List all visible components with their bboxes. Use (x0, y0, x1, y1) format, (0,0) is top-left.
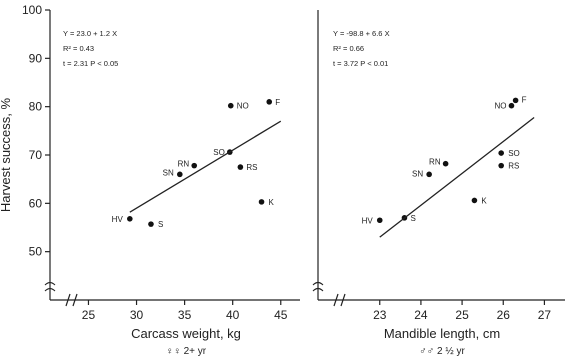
right-point-label-rs: RS (508, 162, 519, 171)
left-point-sn (177, 171, 183, 178)
left-x-axis-subcaption: ♀♀ 2+ yr (166, 346, 207, 357)
left-point-label-so: SO (213, 148, 225, 157)
left-annotation-equation: Y = 23.0 + 1.2 X (63, 29, 117, 38)
right-x-tick-label: 27 (538, 308, 552, 322)
left-point-label-s: S (158, 220, 163, 229)
left-point-label-k: K (269, 198, 275, 207)
left-point-no (227, 102, 234, 109)
left-point-label-f: F (275, 98, 280, 107)
left-y-ticks: 50 60 70 80 90 100 (22, 3, 50, 259)
left-x-tick-label: 30 (130, 308, 144, 322)
left-point-label-rn: RN (178, 160, 190, 169)
right-x-ticks: 23 24 25 26 27 (312, 281, 552, 322)
right-annotation-t: t = 3.72 P < 0.01 (333, 59, 388, 68)
right-x-axis-break-mark (333, 293, 346, 307)
right-point-k (471, 197, 478, 204)
y-tick-label: 60 (29, 196, 43, 210)
left-x-tick-label: 45 (274, 308, 288, 322)
left-regression-line (129, 120, 282, 213)
left-point-label-rs: RS (246, 163, 257, 172)
y-tick-label: 90 (29, 51, 43, 65)
right-x-tick-label: 23 (373, 308, 387, 322)
right-annotation-r2: R² = 0.66 (333, 44, 364, 53)
right-point-no (508, 102, 515, 109)
left-point-s (148, 221, 154, 227)
right-regression-line (379, 117, 535, 238)
y-tick-label: 100 (22, 3, 42, 17)
right-point-label-k: K (481, 196, 487, 205)
left-point-label-no: NO (237, 102, 249, 111)
left-point-k (258, 199, 265, 205)
left-x-axis-title: Carcass weight, kg (131, 326, 241, 341)
y-tick-label: 80 (29, 100, 43, 114)
left-point-rn (191, 162, 198, 169)
left-y-axis-break-mark (44, 281, 56, 292)
right-point-rs (498, 162, 504, 169)
y-axis-title: Harvest success, % (0, 97, 13, 212)
y-tick-label: 70 (29, 148, 43, 162)
right-panel: 23 24 25 26 27 Y = -98.8 + 6.6 X R² = 0.66 t… (312, 10, 565, 357)
left-x-tick-label: 25 (82, 308, 96, 322)
left-x-ticks: 25 30 35 40 45 (44, 281, 288, 322)
right-data-points: HV S SN RN K SO RS NO F (362, 95, 527, 225)
right-point-label-hv: HV (362, 216, 374, 225)
left-x-tick-label: 40 (226, 308, 240, 322)
right-point-rn (442, 160, 449, 167)
left-x-tick-label: 35 (178, 308, 192, 322)
right-x-axis-title: Mandible length, cm (384, 326, 500, 341)
left-point-rs (237, 164, 244, 170)
left-data-points: HV S SN RN SO NO RS K F (112, 98, 281, 229)
right-x-axis-subcaption: ♂♂ 2 ½ yr (419, 346, 465, 357)
right-point-so (498, 150, 504, 156)
right-point-label-f: F (522, 95, 527, 104)
right-point-label-sn: SN (412, 169, 423, 178)
right-annotation-equation: Y = -98.8 + 6.6 X (333, 29, 390, 38)
right-x-tick-label: 24 (414, 308, 428, 322)
right-point-sn (426, 171, 432, 178)
left-point-hv (127, 216, 133, 222)
right-point-hv (376, 217, 383, 224)
right-y-axis-break-mark (312, 281, 324, 292)
right-point-label-s: S (410, 214, 415, 223)
right-point-label-no: NO (494, 102, 506, 111)
right-point-f (512, 97, 519, 104)
left-annotation-t: t = 2.31 P < 0.05 (63, 59, 118, 68)
left-point-label-sn: SN (163, 168, 174, 177)
left-x-axis-break-mark (65, 293, 78, 307)
right-point-label-so: SO (508, 149, 520, 158)
left-point-f (266, 99, 273, 105)
right-x-tick-label: 25 (455, 308, 469, 322)
left-annotation-r2: R² = 0.43 (63, 44, 94, 53)
y-tick-label: 50 (29, 245, 43, 259)
right-point-label-rn: RN (429, 158, 441, 167)
left-panel: 50 60 70 80 90 100 25 30 35 40 45 Y = 23.0 + 1.2 … (0, 3, 300, 357)
right-x-tick-label: 26 (497, 308, 511, 322)
left-point-label-hv: HV (112, 215, 124, 224)
